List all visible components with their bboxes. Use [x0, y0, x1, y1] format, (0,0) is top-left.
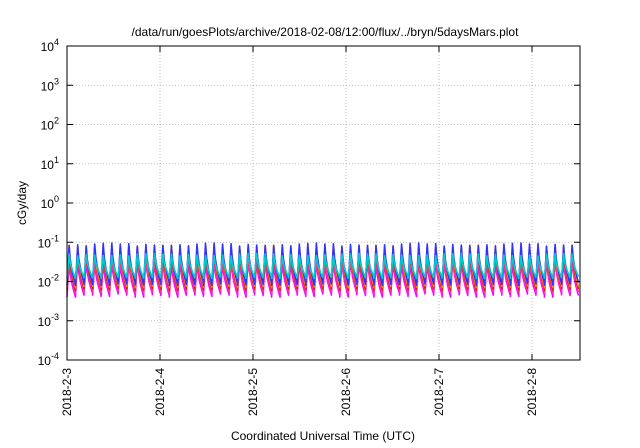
- x-tick-label: 2018-2-8: [525, 368, 539, 416]
- y-axis: 10-4 10-3 10-2 10-1 100 101 102 103 104: [38, 37, 580, 368]
- y-tick-label: 10-2: [38, 273, 59, 290]
- y-tick-label: 101: [41, 155, 59, 172]
- x-axis: 2018-2-3 2018-2-4 2018-2-5 2018-2-6 2018-2-7…: [60, 46, 539, 416]
- y-tick-label: 10-1: [38, 233, 59, 250]
- series-line-2: [66, 246, 580, 291]
- x-tick-label: 2018-2-4: [153, 368, 167, 416]
- series-group: [66, 242, 580, 298]
- x-tick-label: 2018-2-5: [246, 368, 260, 416]
- series-line-3: [66, 244, 580, 289]
- y-tick-label: 103: [41, 76, 59, 93]
- y-tick-label: 100: [41, 194, 59, 211]
- y-tick-label: 102: [41, 116, 59, 133]
- x-tick-label: 2018-2-3: [60, 368, 74, 416]
- y-tick-label: 104: [41, 37, 59, 54]
- series-line-0: [66, 257, 580, 298]
- y-axis-label: cGy/day: [15, 181, 29, 225]
- x-tick-label: 2018-2-6: [339, 368, 353, 416]
- y-tick-label: 10-4: [38, 351, 59, 368]
- y-tick-label: 10-3: [38, 312, 59, 329]
- series-line-1: [66, 254, 580, 295]
- x-tick-label: 2018-2-7: [432, 368, 446, 416]
- plot-frame: [66, 45, 581, 361]
- grid: [67, 46, 580, 360]
- x-axis-label: Coordinated Universal Time (UTC): [231, 429, 415, 443]
- series-line-5: [66, 252, 580, 280]
- chart-title: /data/run/goesPlots/archive/2018-02-08/1…: [132, 25, 520, 39]
- series-line-4: [66, 242, 580, 287]
